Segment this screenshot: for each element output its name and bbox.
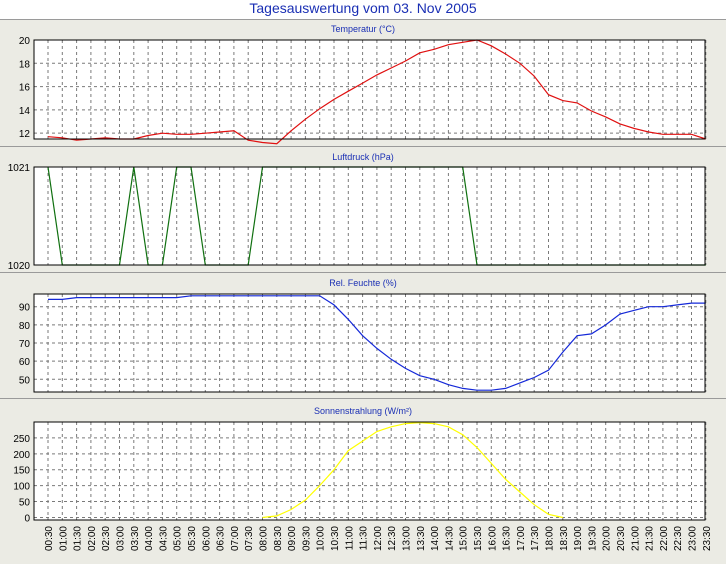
humidity-ytick-label: 60 — [19, 357, 31, 368]
temperature-ytick-label: 12 — [19, 129, 31, 140]
x-tick-label: 00:30 — [44, 526, 55, 551]
radiation-chart-title: Sonnenstrahlung (W/m²) — [314, 406, 412, 416]
humidity-series-line — [48, 295, 706, 391]
x-tick-label: 11:30 — [359, 526, 370, 551]
x-tick-label: 16:30 — [502, 526, 513, 551]
x-tick-label: 22:00 — [659, 526, 670, 551]
humidity-ytick-label: 50 — [19, 375, 31, 386]
x-tick-label: 07:00 — [230, 526, 241, 551]
x-tick-label: 18:00 — [545, 526, 556, 551]
pressure-plot-frame — [33, 166, 706, 266]
humidity-ytick-label: 90 — [19, 303, 31, 314]
x-tick-label: 09:00 — [287, 526, 298, 551]
temperature-ytick-label: 20 — [19, 36, 31, 47]
x-tick-label: 01:30 — [73, 526, 84, 551]
x-tick-label: 21:30 — [645, 526, 656, 551]
x-tick-label: 07:30 — [244, 526, 255, 551]
temperature-series-line — [47, 39, 706, 145]
x-tick-label: 11:00 — [344, 526, 355, 551]
x-tick-label: 03:30 — [130, 526, 141, 551]
humidity-ytick-label: 80 — [19, 321, 31, 332]
x-tick-label: 02:30 — [101, 526, 112, 551]
x-tick-label: 18:30 — [559, 526, 570, 551]
x-tick-label: 14:00 — [430, 526, 441, 551]
temperature-plot-area — [33, 39, 706, 140]
x-tick-label: 06:00 — [201, 526, 212, 551]
x-tick-label: 06:30 — [216, 526, 227, 551]
x-tick-label: 13:30 — [416, 526, 427, 551]
temperature-ytick-label: 14 — [19, 106, 31, 117]
temperature-ytick-label: 18 — [19, 59, 31, 70]
x-tick-label: 01:00 — [58, 526, 69, 551]
pressure-ytick-label: 1020 — [8, 261, 31, 272]
x-tick-label: 19:30 — [587, 526, 598, 551]
x-tick-label: 05:30 — [187, 526, 198, 551]
x-tick-label: 10:30 — [330, 526, 341, 551]
x-tick-label: 04:30 — [158, 526, 169, 551]
radiation-plot-frame — [33, 421, 706, 521]
x-tick-label: 05:00 — [173, 526, 184, 551]
x-tick-label: 23:00 — [688, 526, 699, 551]
x-tick-label: 15:00 — [459, 526, 470, 551]
x-tick-label: 12:00 — [373, 526, 384, 551]
radiation-ytick-label: 50 — [19, 498, 31, 509]
radiation-ytick-label: 250 — [13, 434, 30, 445]
x-tick-label: 02:00 — [87, 526, 98, 551]
radiation-ytick-label: 0 — [24, 513, 30, 524]
humidity-chart-title: Rel. Feuchte (%) — [329, 278, 397, 288]
radiation-ytick-label: 100 — [13, 482, 30, 493]
page-title: Tagesauswertung vom 03. Nov 2005 — [249, 0, 477, 16]
x-tick-label: 15:30 — [473, 526, 484, 551]
x-tick-label: 17:30 — [530, 526, 541, 551]
x-tick-label: 21:00 — [630, 526, 641, 551]
pressure-chart-title: Luftdruck (hPa) — [332, 152, 394, 162]
temperature-chart-title: Temperatur (°C) — [331, 24, 395, 34]
radiation-series-line — [262, 421, 563, 519]
pressure-ytick-label: 1021 — [8, 163, 31, 174]
temperature-plot-frame — [33, 39, 706, 140]
x-tick-label: 09:30 — [301, 526, 312, 551]
x-tick-label: 19:00 — [573, 526, 584, 551]
radiation-ytick-label: 150 — [13, 466, 30, 477]
radiation-ytick-label: 200 — [13, 450, 30, 461]
x-tick-label: 14:30 — [444, 526, 455, 551]
pressure-plot-area — [33, 166, 706, 266]
x-tick-label: 08:00 — [259, 526, 270, 551]
x-tick-label: 03:00 — [116, 526, 127, 551]
x-tick-label: 10:00 — [316, 526, 327, 551]
x-tick-label: 12:30 — [387, 526, 398, 551]
x-tick-label: 08:30 — [273, 526, 284, 551]
x-tick-label: 16:00 — [487, 526, 498, 551]
temperature-ytick-label: 16 — [19, 83, 31, 94]
humidity-ytick-label: 70 — [19, 339, 31, 350]
x-tick-label: 20:00 — [602, 526, 613, 551]
x-tick-label: 20:30 — [616, 526, 627, 551]
x-tick-label: 04:00 — [144, 526, 155, 551]
x-tick-label: 23:30 — [702, 526, 713, 551]
x-tick-label: 17:00 — [516, 526, 527, 551]
x-tick-label: 22:30 — [673, 526, 684, 551]
humidity-plot-frame — [33, 293, 706, 393]
x-tick-label: 13:00 — [402, 526, 413, 551]
